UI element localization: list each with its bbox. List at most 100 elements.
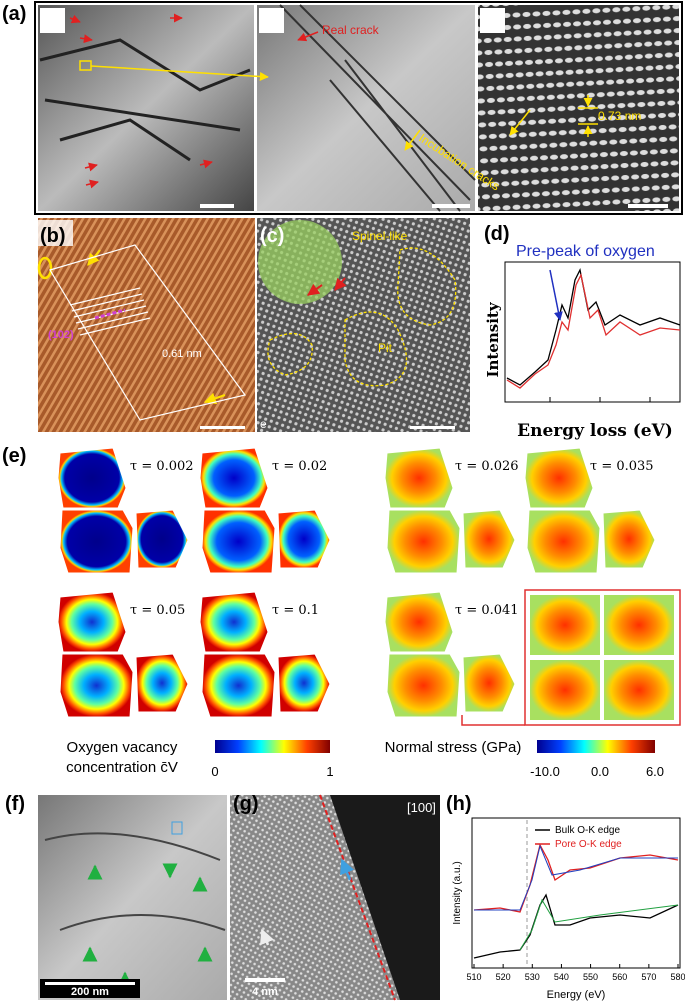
figure-rect — [200, 426, 245, 429]
figure-line — [84, 162, 98, 172]
figure-line — [90, 65, 269, 81]
tau-label: τ = 0.002 — [130, 459, 194, 474]
figure-polygon — [330, 795, 440, 1000]
colorbar-tick: -10.0 — [530, 764, 560, 779]
figure-rect — [245, 978, 285, 982]
x-tick-label: 520 — [496, 972, 511, 982]
figure-rect — [171, 821, 183, 835]
panel-label: (d) — [484, 223, 510, 245]
figure-line — [79, 34, 93, 44]
figure-rect — [200, 204, 234, 208]
figure-line — [199, 159, 213, 169]
colorbar-tick: 6.0 — [646, 764, 664, 779]
x-axis-label: Energy (eV) — [547, 989, 606, 1001]
annotation: Spinel-like — [352, 229, 408, 243]
x-axis-label: Energy loss (eV) — [517, 421, 673, 441]
panel-label: (a) — [2, 3, 26, 25]
figure-g: τ = 0.002 τ = 0.02 τ = 0.026 τ = 0.035 τ… — [130, 459, 654, 618]
figure-g: 510 520 530 540 550 560 570 580 — [466, 964, 685, 982]
figure-line — [549, 269, 563, 321]
figure-rect — [34, 1, 683, 215]
figure-line — [79, 317, 151, 336]
figure-g — [578, 95, 598, 137]
scale-label: 4 nm — [252, 986, 278, 998]
x-tick-label: 550 — [583, 972, 598, 982]
figure-path — [461, 715, 525, 726]
annotation: (102) — [48, 329, 74, 341]
annotation: 0.61 nm — [162, 348, 202, 360]
figure-rect — [259, 8, 284, 33]
figure-g — [69, 13, 319, 189]
tau-label: τ = 0.05 — [130, 603, 185, 618]
colorbar-tick: 0.0 — [591, 764, 609, 779]
colorbar-label: Normal stress (GPa) — [385, 739, 522, 756]
x-tick-label: 540 — [554, 972, 569, 982]
annotation: Pre-peak of oxygen — [516, 243, 655, 260]
figure-g — [307, 277, 347, 296]
annotation: Real crack — [322, 23, 380, 37]
figure-line — [94, 308, 126, 320]
panel-label: (h) — [446, 793, 472, 815]
figure-rect — [38, 5, 254, 211]
figure-rect — [604, 660, 674, 720]
figure-path — [44, 832, 226, 931]
figure-polygon — [49, 244, 247, 421]
figure-line — [73, 299, 145, 318]
y-axis-label: Intensity (a.u.) — [452, 861, 463, 924]
figure-rect — [530, 595, 600, 655]
figure-rect — [215, 740, 330, 753]
figure-line — [340, 858, 354, 881]
figure-line — [69, 287, 141, 306]
figure-line — [260, 928, 274, 946]
figure-path — [506, 273, 681, 389]
figure-line — [77, 311, 149, 330]
figure-rect — [38, 795, 227, 1000]
figure-line — [69, 14, 81, 24]
annotation: Pit — [378, 341, 393, 355]
figure-rect — [45, 982, 135, 985]
figure-rect — [530, 660, 600, 720]
panel-corner: e — [260, 417, 267, 431]
figure-g — [69, 287, 151, 336]
figure-line — [297, 31, 319, 42]
figure-path — [473, 893, 679, 959]
figure-path — [474, 844, 678, 911]
tau-label: τ = 0.026 — [455, 459, 519, 474]
figure-rect — [40, 8, 65, 33]
figure-rect — [480, 8, 505, 33]
figure-path — [39, 38, 251, 162]
figure-rect — [537, 740, 655, 753]
legend-label: Bulk O-K edge — [555, 825, 620, 836]
colorbar-tick: 0 — [211, 764, 218, 779]
figure-line — [203, 392, 226, 405]
figure-line — [509, 109, 531, 136]
figure-rect — [628, 204, 668, 208]
colorbar-label: Oxygen vacancy — [67, 739, 178, 756]
figure-line — [404, 129, 421, 151]
figure-rect — [410, 426, 455, 429]
figure-line — [319, 794, 396, 1001]
annotation: 0.73 nm — [598, 109, 641, 123]
figure-path — [397, 247, 457, 326]
x-tick-label: 530 — [525, 972, 540, 982]
tau-label: τ = 0.041 — [455, 603, 519, 618]
y-axis-label: Intensity — [484, 301, 502, 377]
figure-rect — [471, 817, 681, 969]
figure-line — [75, 305, 147, 324]
figure-rect — [38, 220, 73, 246]
x-tick-label: 510 — [466, 972, 481, 982]
colorbar-tick: 1 — [326, 764, 333, 779]
figure-rect — [504, 261, 681, 403]
x-tick-label: 560 — [612, 972, 627, 982]
legend-label: Pore O-K edge — [555, 839, 622, 850]
tau-label: τ = 0.035 — [590, 459, 654, 474]
annotation: [100] — [407, 800, 436, 815]
figure-ellipse — [37, 256, 53, 280]
figure-line — [71, 293, 143, 312]
figure-path — [344, 311, 407, 387]
panel-label: (c) — [260, 225, 284, 247]
figure-path — [506, 268, 681, 386]
tau-label: τ = 0.02 — [272, 459, 327, 474]
panel-label: (e) — [2, 445, 26, 467]
figure-path — [519, 898, 679, 951]
